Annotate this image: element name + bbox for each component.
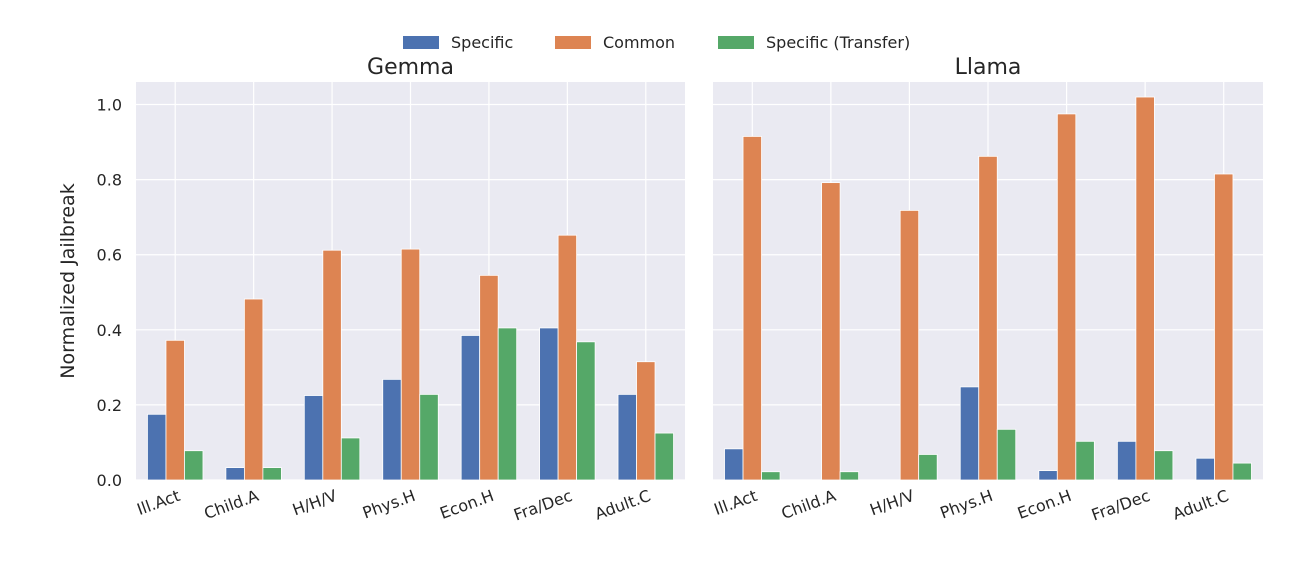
bar-common-ill-act	[742, 136, 762, 481]
bar-specific-transfer--fra-dec	[1153, 450, 1174, 481]
bar-specific-adult-c	[1195, 457, 1215, 481]
y-tick-label: 0.2	[97, 396, 122, 415]
x-tick-label: Fra/Dec	[1089, 486, 1153, 525]
bar-common-child-a	[821, 182, 841, 481]
legend-label: Specific (Transfer)	[766, 33, 910, 52]
bar-specific-fra-dec	[539, 327, 559, 481]
panel-llama: Llama Ill.Act Child.A H/H/V Phys.H Econ.H Fra…	[711, 55, 1263, 525]
y-tick-label: 0.4	[97, 321, 122, 340]
bar-specific-transfer--econ-h	[497, 327, 518, 481]
bars	[147, 234, 674, 481]
y-tick-label: 0.6	[97, 246, 122, 265]
x-tick-label: Phys.H	[937, 486, 995, 523]
x-tick-label: Econ.H	[1015, 486, 1074, 523]
bar-specific-ill-act	[724, 448, 744, 481]
legend: Specific Common Specific (Transfer)	[403, 33, 910, 52]
legend-label: Common	[603, 33, 675, 52]
x-tick-label: Phys.H	[360, 486, 418, 523]
x-tick-label: Child.A	[779, 486, 839, 523]
bar-specific-child-a	[225, 467, 245, 481]
bar-specific-adult-c	[617, 393, 637, 481]
bar-specific-transfer--fra-dec	[576, 341, 596, 481]
bar-specific-h-h-v	[303, 395, 324, 481]
bar-common-h-h-v	[899, 210, 920, 481]
bars	[724, 96, 1252, 481]
legend-swatch	[555, 36, 591, 49]
bar-specific-transfer--child-a	[262, 467, 282, 481]
legend-item-specific-transfer: Specific (Transfer)	[718, 33, 910, 52]
bar-specific-phys-h	[959, 386, 980, 481]
legend-label: Specific	[451, 33, 513, 52]
bar-common-phys-h	[400, 248, 421, 481]
bar-common-econ-h	[479, 274, 499, 481]
bar-specific-ill-act	[147, 413, 167, 481]
panel-gemma: Gemma Ill.Act Child.A H/H/V Phys.H Econ.H Fra…	[97, 55, 685, 525]
bar-common-phys-h	[978, 155, 998, 481]
legend-swatch	[718, 36, 754, 49]
bar-specific-fra-dec	[1116, 440, 1137, 481]
y-axis-label: Normalized Jailbreak	[57, 183, 79, 378]
x-tick-label: Adult.C	[1170, 486, 1231, 524]
bar-common-child-a	[243, 298, 264, 481]
bar-specific-transfer--child-a	[839, 471, 860, 481]
bar-specific-transfer--phys-h	[419, 393, 439, 481]
legend-swatch	[403, 36, 439, 49]
bar-common-fra-dec	[1135, 96, 1155, 481]
x-tick-labels: Ill.Act Child.A H/H/V Phys.H Econ.H Fra/Dec Ad…	[134, 486, 653, 525]
x-tick-label: Econ.H	[437, 486, 496, 523]
x-tick-label: Ill.Act	[134, 486, 182, 519]
bar-specific-transfer--h-h-v	[340, 437, 361, 481]
bar-common-adult-c	[636, 361, 656, 481]
bar-common-h-h-v	[322, 249, 342, 481]
bar-specific-transfer--econ-h	[1075, 440, 1095, 481]
x-tick-label: H/H/V	[867, 486, 917, 520]
bar-specific-transfer--ill-act	[184, 450, 204, 481]
x-tick-labels: Ill.Act Child.A H/H/V Phys.H Econ.H Fra/Dec Ad…	[711, 486, 1231, 525]
y-tick-label: 0.0	[97, 471, 122, 490]
legend-item-specific: Specific	[403, 33, 513, 52]
y-tick-label: 0.8	[97, 171, 122, 190]
x-tick-label: Fra/Dec	[511, 486, 575, 525]
bar-common-adult-c	[1214, 173, 1234, 481]
bar-specific-transfer--adult-c	[1232, 462, 1252, 481]
bar-specific-transfer--phys-h	[996, 428, 1017, 481]
y-tick-label: 1.0	[97, 96, 122, 115]
bar-specific-transfer--adult-c	[654, 432, 674, 481]
x-tick-label: Adult.C	[592, 486, 653, 524]
bar-specific-econ-h	[1038, 470, 1058, 481]
bar-common-fra-dec	[557, 234, 578, 481]
bar-specific-transfer--ill-act	[761, 471, 781, 481]
panel-title: Gemma	[367, 55, 454, 80]
bar-common-econ-h	[1056, 113, 1077, 481]
bar-common-ill-act	[165, 339, 185, 481]
y-tick-labels: 0.0 0.2 0.4 0.6 0.8 1.0	[97, 96, 122, 490]
legend-item-common: Common	[555, 33, 675, 52]
bar-specific-transfer--h-h-v	[918, 454, 938, 481]
x-tick-label: Child.A	[202, 486, 262, 523]
x-tick-label: Ill.Act	[711, 486, 759, 519]
bar-specific-econ-h	[460, 335, 481, 481]
bar-specific-phys-h	[382, 378, 402, 481]
panel-title: Llama	[955, 55, 1022, 80]
x-tick-label: H/H/V	[290, 486, 340, 520]
